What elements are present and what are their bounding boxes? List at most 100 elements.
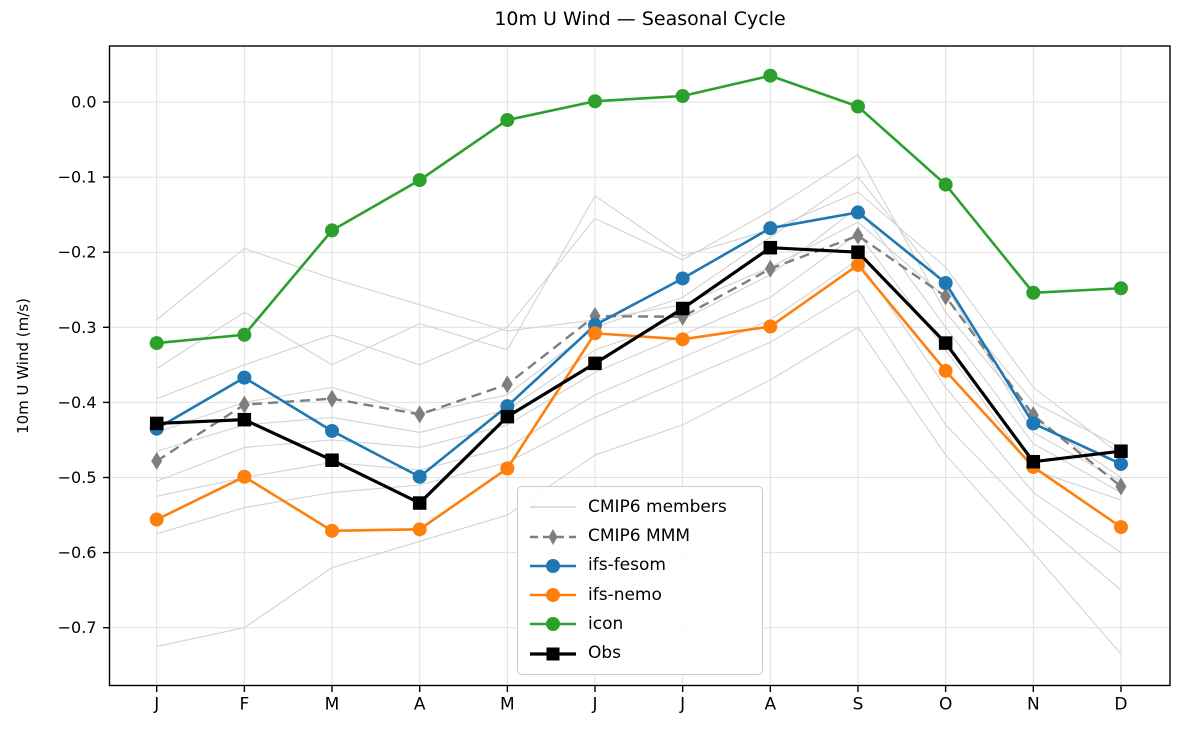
legend-label: CMIP6 members xyxy=(588,496,727,517)
legend-entry-cmip6-mmm: CMIP6 MMM xyxy=(528,524,754,550)
series-marker xyxy=(325,223,340,238)
legend-label: CMIP6 MMM xyxy=(588,526,691,547)
series-marker xyxy=(764,259,776,278)
series-line xyxy=(156,234,1122,488)
series-marker xyxy=(675,301,690,316)
series-marker xyxy=(852,226,864,245)
legend: CMIP6 members CMIP6 MMM ifs-fesom ifs-nemo i… xyxy=(517,486,763,675)
x-tick-label: D xyxy=(1114,695,1127,715)
series-marker xyxy=(325,453,339,467)
x-tick-label: A xyxy=(764,695,776,715)
x-tick-label: M xyxy=(500,695,515,715)
series-marker xyxy=(763,319,778,334)
x-tick-label: J xyxy=(679,695,685,715)
series-marker xyxy=(588,326,602,341)
legend-entry-cmip6-members: CMIP6 members xyxy=(528,494,754,520)
y-tick-label: −0.6 xyxy=(58,543,97,562)
series-line xyxy=(156,74,1122,345)
series-marker xyxy=(149,512,164,527)
x-tick-label: O xyxy=(939,695,952,715)
cmip6-member-line xyxy=(156,289,1122,591)
series-marker xyxy=(940,287,952,306)
plot-border xyxy=(108,45,1171,687)
series-marker xyxy=(237,469,252,484)
x-tick-label: M xyxy=(325,695,340,715)
series-marker xyxy=(1026,285,1041,300)
series-marker xyxy=(500,113,515,128)
legend-sample xyxy=(530,528,576,545)
series-marker xyxy=(1026,416,1041,431)
axes: J F M A M J J A S O N D 0.0 −0.1 −0.2 −0.3 −0.4 −0.5 −0.6 −… xyxy=(58,45,1171,715)
series-marker xyxy=(1114,444,1128,458)
cmip6-member-line xyxy=(156,153,1122,478)
series-marker xyxy=(763,68,778,83)
series-marker xyxy=(500,461,515,476)
series-marker xyxy=(850,257,865,272)
legend-sample xyxy=(530,647,576,661)
legend-sample xyxy=(530,588,576,603)
series-marker xyxy=(938,336,953,350)
series-marker xyxy=(412,522,427,537)
series-marker xyxy=(1026,454,1041,469)
legend-entry-ifs-fesom: ifs-fesom xyxy=(528,553,754,579)
cmip6-member-line xyxy=(156,326,1122,655)
x-tick-label: S xyxy=(853,695,864,715)
series-marker xyxy=(850,99,865,114)
series-marker xyxy=(763,221,778,236)
series-marker xyxy=(675,271,690,286)
series-marker xyxy=(326,389,338,408)
series-marker xyxy=(237,412,252,427)
legend-sample xyxy=(530,617,576,632)
series-ifs-fesom xyxy=(149,205,1128,484)
cmip6-member-line xyxy=(156,232,1122,501)
series-marker xyxy=(149,336,164,351)
x-tick-label: J xyxy=(153,695,159,715)
series-marker xyxy=(412,173,427,188)
series-marker xyxy=(588,356,602,371)
legend-label: ifs-fesom xyxy=(588,555,666,576)
series-marker xyxy=(938,177,953,192)
series-line xyxy=(156,246,1122,505)
legend-entry-obs: Obs xyxy=(528,641,754,667)
legend-label: Obs xyxy=(588,643,622,664)
series-marker xyxy=(325,423,340,438)
legend-label: ifs-nemo xyxy=(588,584,662,605)
series-marker xyxy=(500,399,515,414)
x-tick-label: A xyxy=(414,695,426,715)
y-tick-label: 0.0 xyxy=(71,93,96,112)
series-marker xyxy=(412,469,427,484)
legend-sample xyxy=(530,506,576,508)
series-marker xyxy=(850,205,865,220)
x-tick-label: J xyxy=(591,695,597,715)
series-marker xyxy=(851,245,865,259)
series-marker xyxy=(763,240,778,255)
cmip6-member-line xyxy=(156,176,1122,482)
series-marker xyxy=(149,416,164,431)
series-line xyxy=(156,211,1122,479)
series-marker xyxy=(938,363,953,378)
legend-entry-ifs-nemo: ifs-nemo xyxy=(528,582,754,608)
legend-sample-marker xyxy=(546,588,560,603)
series-marker xyxy=(151,451,163,470)
cmip6-member-line xyxy=(156,191,1122,456)
legend-sample-marker xyxy=(546,647,560,661)
series-marker xyxy=(501,375,513,394)
y-tick-label: −0.1 xyxy=(58,168,97,187)
legend-entry-icon: icon xyxy=(528,611,754,637)
series-marker xyxy=(325,523,340,538)
y-tick-label: −0.4 xyxy=(58,393,97,412)
series-marker xyxy=(237,370,252,385)
series-obs xyxy=(149,240,1128,510)
series-marker xyxy=(588,94,602,109)
series-marker xyxy=(414,405,426,424)
series-marker xyxy=(1113,520,1128,535)
legend-sample-marker xyxy=(546,558,560,573)
series-marker xyxy=(238,395,250,414)
legend-label: icon xyxy=(588,613,624,634)
chart-title: 10m U Wind — Seasonal Cycle xyxy=(494,8,786,30)
series-marker xyxy=(675,88,690,103)
cmip6-member-line xyxy=(156,258,1122,554)
y-tick-label: −0.5 xyxy=(58,468,97,487)
